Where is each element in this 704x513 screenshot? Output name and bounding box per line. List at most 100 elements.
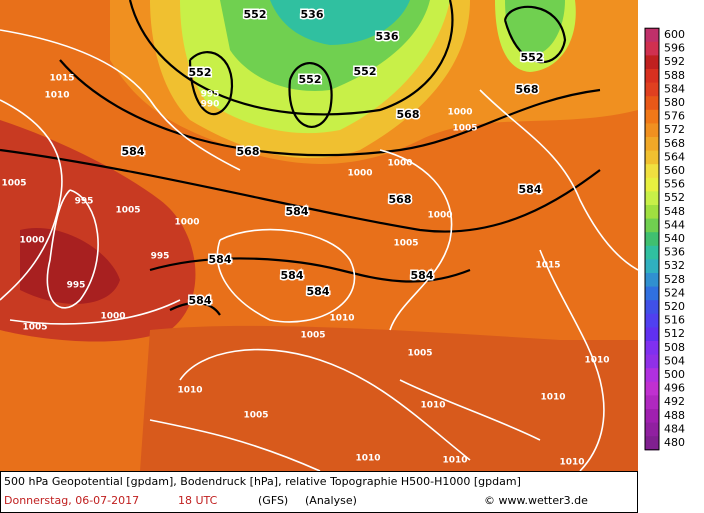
footer-model: (GFS) xyxy=(258,494,288,507)
colorbar-frame xyxy=(644,27,660,451)
pressure-label: 995 xyxy=(201,90,220,100)
pressure-label: 1010 xyxy=(329,314,354,324)
colorbar-label: 576 xyxy=(664,110,685,123)
colorbar-swatch xyxy=(645,300,659,315)
shade xyxy=(20,228,120,304)
pressure-label: 1005 xyxy=(407,349,432,359)
pressure-label: 1010 xyxy=(540,393,565,403)
colorbar-swatch xyxy=(645,69,659,84)
colorbar-label: 584 xyxy=(664,82,685,95)
map-area xyxy=(0,0,639,472)
pressure-label: 1000 xyxy=(19,236,44,246)
colorbar-label: 496 xyxy=(664,382,685,395)
colorbar-swatch xyxy=(645,341,659,356)
colorbar-swatch xyxy=(645,259,659,274)
height-label: 536 xyxy=(301,8,324,21)
shade xyxy=(140,325,638,471)
colorbar-swatch xyxy=(645,245,659,260)
colorbar-swatch xyxy=(645,164,659,179)
colorbar-label: 532 xyxy=(664,259,685,272)
colorbar-label: 560 xyxy=(664,164,685,177)
pressure-label: 995 xyxy=(67,281,86,291)
height-label: 552 xyxy=(244,8,267,21)
pressure-label: 1005 xyxy=(243,411,268,421)
colorbar-swatch xyxy=(645,327,659,342)
colorbar-swatch xyxy=(645,28,659,43)
height-contours xyxy=(0,0,601,316)
height-label: 568 xyxy=(237,145,260,158)
colorbar-swatch xyxy=(645,436,659,451)
pressure-label: 1005 xyxy=(115,206,140,216)
colorbar-label: 556 xyxy=(664,178,685,191)
height-label: 552 xyxy=(299,73,322,86)
colorbar-label: 480 xyxy=(664,436,685,449)
colorbar-label: 544 xyxy=(664,218,685,231)
pressure-label: 1000 xyxy=(447,108,472,118)
pressure-label: 1010 xyxy=(44,91,69,101)
colorbar-swatch xyxy=(645,41,659,56)
colorbar-swatch xyxy=(645,409,659,424)
colorbar-label: 596 xyxy=(664,42,685,55)
height-label: 568 xyxy=(397,108,420,121)
colorbar-swatch xyxy=(645,273,659,288)
colorbar-swatch xyxy=(645,313,659,328)
pressure-label: 1005 xyxy=(22,323,47,333)
colorbar-label: 484 xyxy=(664,422,685,435)
pressure-label: 1005 xyxy=(300,331,325,341)
colorbar-label: 504 xyxy=(664,354,685,367)
pressure-label: 1010 xyxy=(355,454,380,464)
colorbar-swatch xyxy=(645,205,659,220)
pressure-label: 1015 xyxy=(535,261,560,271)
pressure-label: 1010 xyxy=(559,458,584,468)
colorbar-label: 500 xyxy=(664,368,685,381)
colorbar-label: 524 xyxy=(664,286,685,299)
pressure-label: 1000 xyxy=(427,211,452,221)
height-label: 536 xyxy=(376,30,399,43)
pressure-label: 1010 xyxy=(584,356,609,366)
footer-time: 18 UTC xyxy=(178,494,218,507)
pressure-label: 1000 xyxy=(347,169,372,179)
colorbar-swatch xyxy=(645,422,659,437)
colorbar-swatch xyxy=(645,232,659,247)
colorbar-label: 572 xyxy=(664,123,685,136)
pressure-label: 1000 xyxy=(174,218,199,228)
colorbar-swatch xyxy=(645,55,659,70)
colorbar-swatch xyxy=(645,82,659,97)
colorbar-label: 536 xyxy=(664,246,685,259)
height-label: 584 xyxy=(519,183,542,196)
colorbar-label: 528 xyxy=(664,273,685,286)
footer-date: Donnerstag, 06-07-2017 xyxy=(4,494,139,507)
pressure-label: 1005 xyxy=(452,124,477,134)
height-label: 552 xyxy=(521,51,544,64)
colorbar-swatch xyxy=(645,381,659,396)
pressure-contours xyxy=(0,29,639,472)
colorbar-swatch xyxy=(645,286,659,301)
colorbar-label: 592 xyxy=(664,55,685,68)
colorbar-label: 540 xyxy=(664,232,685,245)
map-labels: 1015 1010 1005 995 1000 995 995 1000 1005 1010 100… xyxy=(1,7,609,468)
colorbar-swatch xyxy=(645,368,659,383)
colorbar-label: 548 xyxy=(664,205,685,218)
colorbar-label: 588 xyxy=(664,69,685,82)
colorbar-swatch xyxy=(645,395,659,410)
colorbar-swatch xyxy=(645,96,659,111)
pressure-label: 995 xyxy=(75,197,94,207)
height-label: 552 xyxy=(354,65,377,78)
footer-run: (Analyse) xyxy=(305,494,357,507)
colorbar-swatch xyxy=(645,218,659,233)
colorbar: 6005965925885845805765725685645605565525… xyxy=(644,27,685,451)
footer-description: 500 hPa Geopotential [gpdam], Bodendruck… xyxy=(4,475,521,488)
height-label: 584 xyxy=(286,205,309,218)
footer-box xyxy=(0,471,638,513)
colorbar-label: 552 xyxy=(664,191,685,204)
colorbar-swatch xyxy=(645,109,659,124)
height-label: 568 xyxy=(516,83,539,96)
colorbar-swatch xyxy=(645,150,659,165)
colorbar-label: 600 xyxy=(664,28,685,41)
height-label: 584 xyxy=(189,294,212,307)
colorbar-swatch xyxy=(645,177,659,192)
pressure-label: 1005 xyxy=(1,179,26,189)
colorbar-label: 488 xyxy=(664,409,685,422)
height-label: 584 xyxy=(307,285,330,298)
pressure-label: 1000 xyxy=(387,159,412,169)
